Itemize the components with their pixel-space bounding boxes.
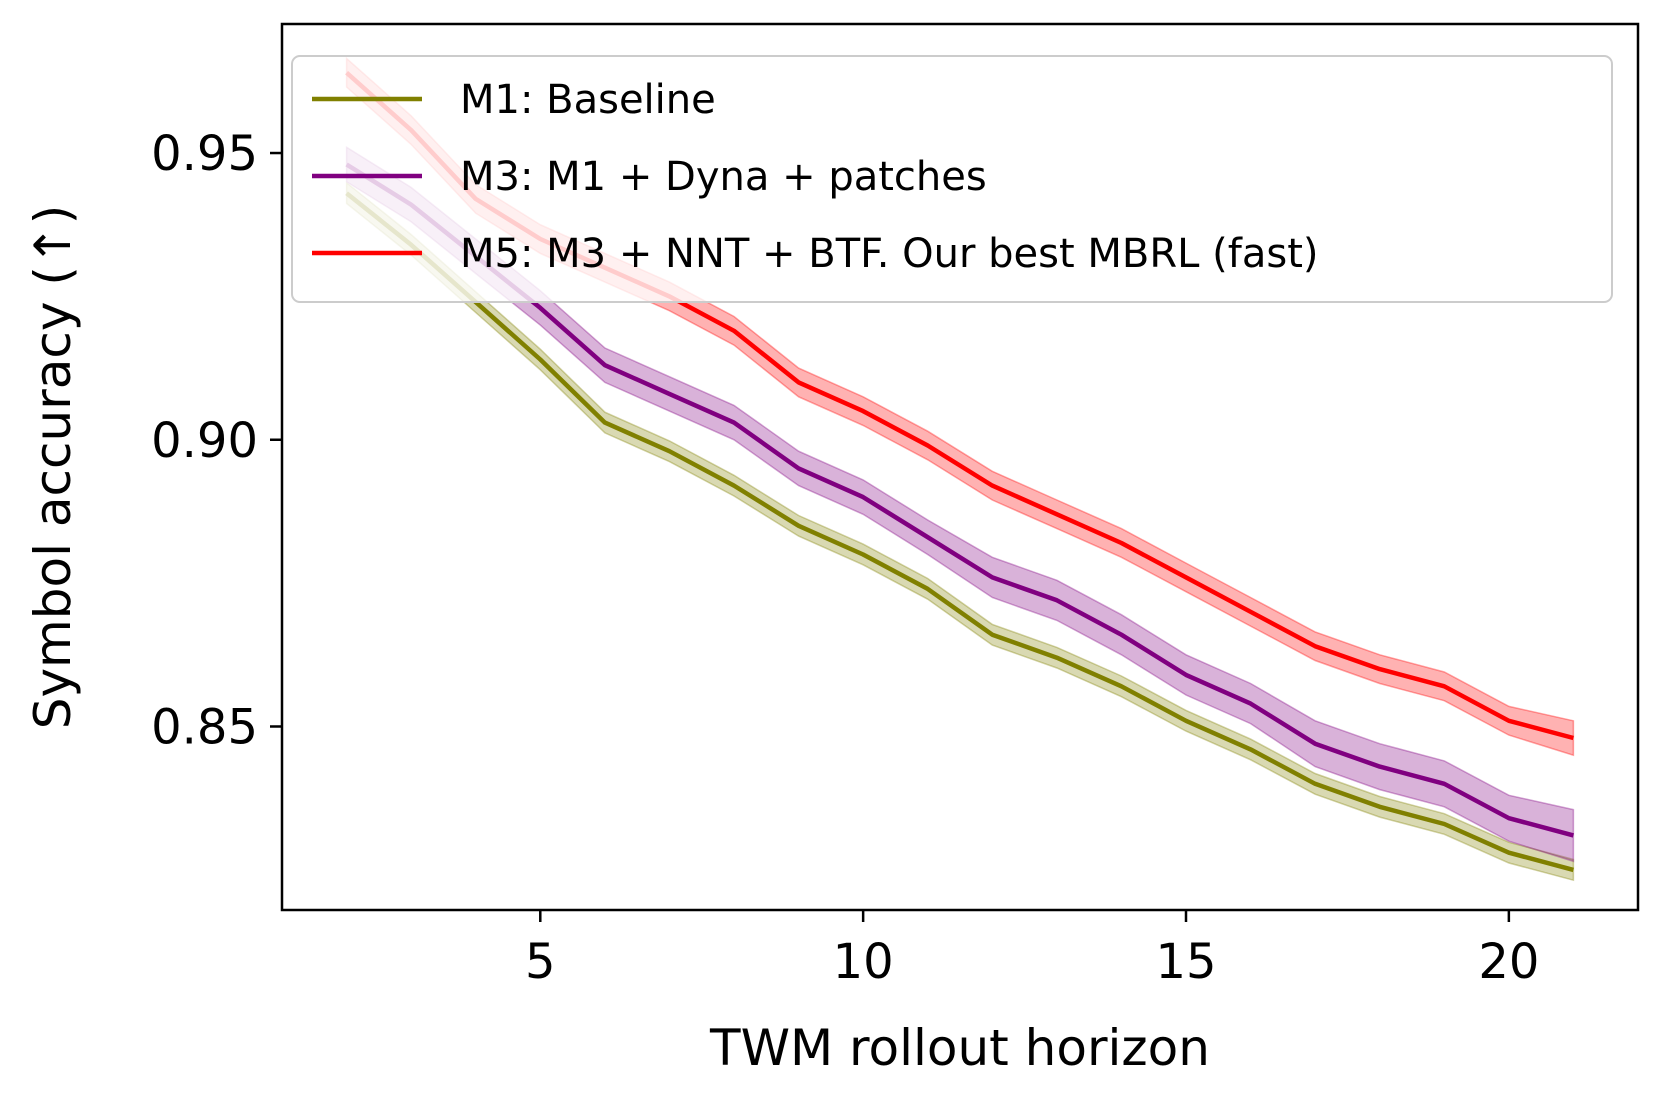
legend: M1: Baseline M3: M1 + Dyna + patches M5: M… (291, 55, 1613, 303)
legend-box (291, 55, 1613, 303)
legend-label-m1: M1: Baseline (460, 77, 716, 123)
band-m5 (345, 56, 1575, 757)
y-tick-label: 0.85 (151, 699, 258, 755)
line-m1 (345, 191, 1574, 873)
x-axis-label: TWM rollout horizon (709, 1019, 1210, 1077)
x-tick-label: 5 (525, 934, 556, 990)
y-axis-label: Symbol accuracy (↑) (24, 205, 82, 730)
confidence-bands (345, 56, 1575, 882)
x-tick-label: 15 (1155, 934, 1216, 990)
y-axis: 0.85 0.90 0.95 (151, 126, 282, 755)
x-tick-label: 20 (1478, 934, 1539, 990)
legend-label-m3: M3: M1 + Dyna + patches (460, 154, 987, 200)
line-m3 (345, 162, 1574, 838)
x-axis: 5 10 15 20 (525, 910, 1539, 990)
y-tick-label: 0.90 (151, 413, 258, 469)
legend-label-m5: M5: M3 + NNT + BTF. Our best MBRL (fast) (460, 231, 1318, 277)
x-tick-label: 10 (833, 934, 894, 990)
band-m3 (345, 145, 1575, 863)
band-m1 (345, 181, 1575, 882)
plot-frame (280, 22, 1640, 912)
y-tick-label: 0.95 (151, 126, 258, 182)
